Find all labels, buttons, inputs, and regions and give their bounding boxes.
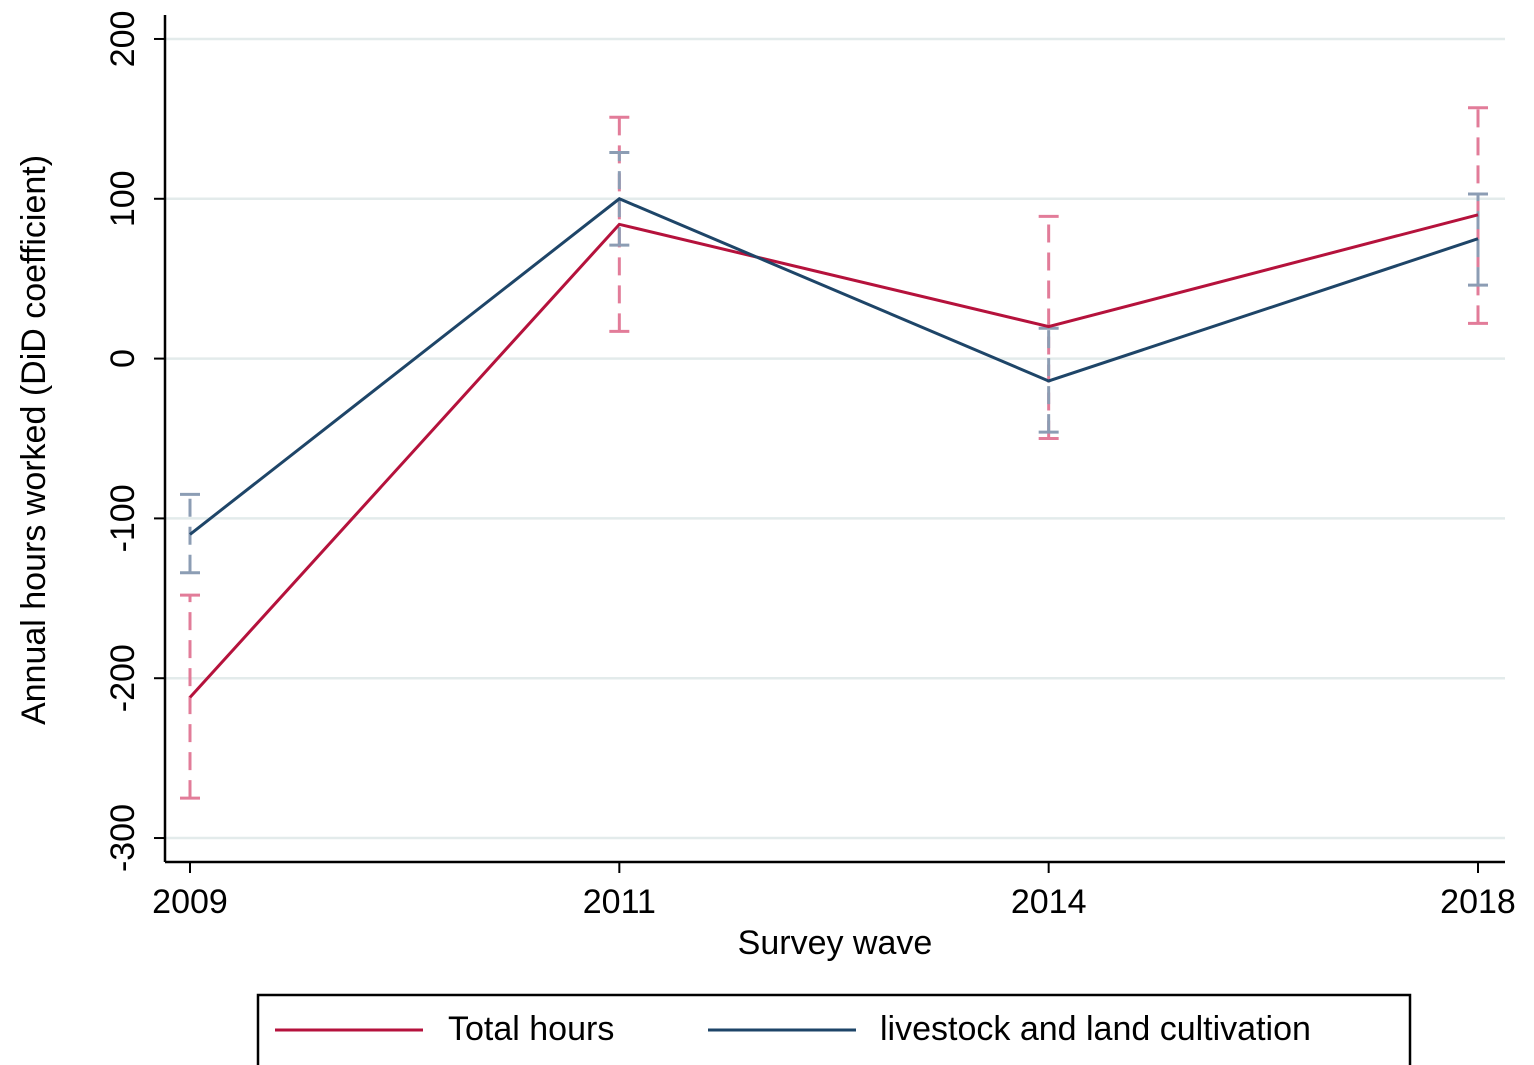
y-axis-title: Annual hours worked (DiD coefficient) bbox=[15, 155, 53, 725]
legend-label: Total hours bbox=[448, 1010, 614, 1048]
x-tick-label: 2009 bbox=[152, 883, 228, 921]
x-axis-title: Survey wave bbox=[738, 924, 933, 962]
y-tick-label: -100 bbox=[104, 484, 142, 552]
series-line bbox=[188, 213, 1479, 699]
x-tick-label: 2014 bbox=[1011, 883, 1087, 921]
x-tick-label: 2011 bbox=[583, 883, 656, 921]
y-tick-label: 0 bbox=[104, 349, 142, 368]
legend-label: livestock and land cultivation bbox=[880, 1010, 1311, 1048]
series-line bbox=[189, 197, 1479, 536]
x-tick-label: 2018 bbox=[1440, 883, 1516, 921]
y-tick-label: -200 bbox=[104, 644, 142, 712]
y-tick-label: 100 bbox=[104, 170, 142, 227]
y-tick-label: -300 bbox=[104, 804, 142, 872]
y-tick-label: 200 bbox=[104, 11, 142, 68]
